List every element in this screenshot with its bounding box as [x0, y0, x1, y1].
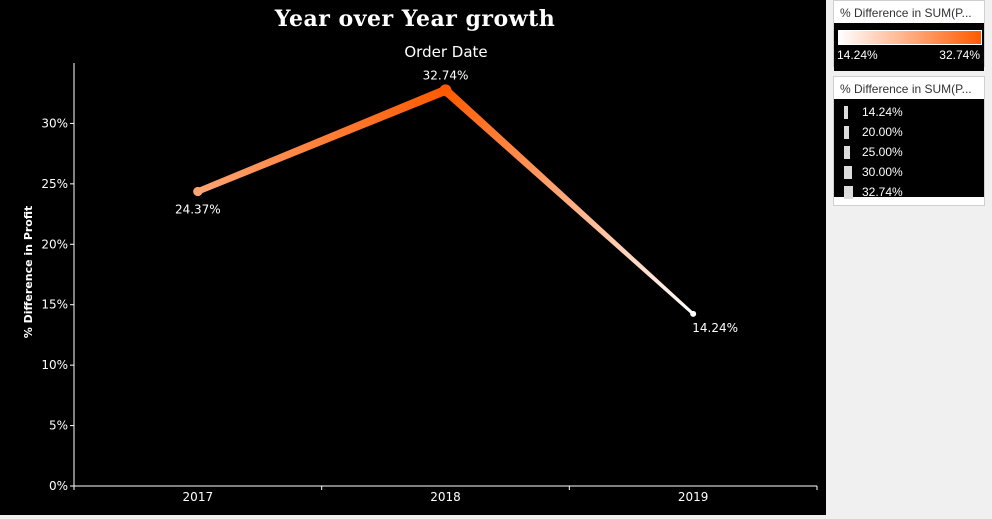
series-line: [193, 84, 697, 317]
x-tick-label: 2019: [678, 490, 709, 504]
y-tick-label: 15%: [41, 298, 68, 312]
size-legend-item: 25.00%: [834, 143, 984, 163]
y-tick-label: 30%: [41, 116, 68, 130]
size-legend-item: 32.74%: [834, 183, 984, 203]
color-legend-max: 32.74%: [939, 48, 980, 62]
data-point[interactable]: [439, 84, 452, 97]
size-label: 30.00%: [862, 165, 903, 179]
size-mark: [844, 106, 848, 119]
data-labels: 24.37% 32.74% 14.24%: [175, 68, 738, 335]
y-tick-label: 20%: [41, 237, 68, 251]
x-tick-label: 2018: [430, 490, 461, 504]
color-legend-min: 14.24%: [837, 48, 878, 62]
y-axis-title: % Difference in Profit: [22, 206, 35, 339]
size-mark: [844, 146, 850, 159]
line-segment: [196, 86, 448, 195]
chart-panel: Year over Year growth Order Date % Diffe…: [0, 0, 826, 515]
size-legend-item: 30.00%: [834, 163, 984, 183]
data-label: 32.74%: [423, 68, 469, 82]
y-tick-label: 0%: [49, 479, 68, 493]
size-legend-item: 20.00%: [834, 123, 984, 143]
x-axis-ticks: 2017 2018 2019: [73, 486, 818, 504]
line-segment: [442, 86, 695, 316]
size-label: 32.74%: [862, 185, 903, 199]
color-legend-body: 14.24% 32.74%: [834, 23, 984, 71]
size-mark: [844, 166, 852, 179]
color-legend[interactable]: % Difference in SUM(P... 14.24% 32.74%: [833, 0, 985, 71]
size-label: 14.24%: [862, 105, 903, 119]
color-legend-title: % Difference in SUM(P...: [840, 6, 972, 20]
size-mark: [844, 186, 853, 199]
y-axis-ticks: 0% 5% 10% 15% 20% 25% 30%: [41, 116, 74, 493]
size-mark: [844, 126, 849, 139]
size-legend-list: 14.24% 20.00% 25.00% 30.00% 32.74%: [834, 99, 984, 199]
size-label: 25.00%: [862, 145, 903, 159]
x-tick-label: 2017: [183, 490, 214, 504]
y-tick-label: 25%: [41, 177, 68, 191]
data-point[interactable]: [193, 186, 203, 197]
size-legend[interactable]: % Difference in SUM(P... 14.24% 20.00% 2…: [833, 76, 985, 206]
data-label: 14.24%: [692, 321, 738, 335]
y-tick-label: 10%: [41, 358, 68, 372]
data-label: 24.37%: [175, 202, 221, 216]
size-legend-title: % Difference in SUM(P...: [840, 82, 972, 96]
column-header: Order Date: [404, 43, 487, 61]
color-gradient-bar: [838, 30, 982, 45]
size-label: 20.00%: [862, 125, 903, 139]
y-tick-label: 5%: [49, 419, 68, 433]
size-legend-item: 14.24%: [834, 103, 984, 123]
data-point[interactable]: [690, 310, 697, 317]
chart-title: Year over Year growth: [274, 6, 556, 32]
line-chart: Order Date % Difference in Profit 0% 5% 10…: [22, 43, 818, 504]
